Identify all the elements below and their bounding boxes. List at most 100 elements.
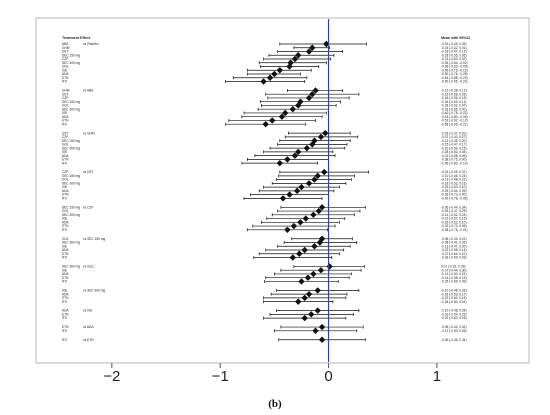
ci-value-label: -0.38 (-0.75, 0.00) — [441, 158, 467, 162]
ci-value-label: -0.13 (-0.47, 0.20) — [441, 244, 467, 248]
mean-marker — [276, 67, 283, 74]
row-label: CZP — [62, 135, 68, 139]
ci-value-label: -0.14 (-0.52, 0.24) — [441, 213, 467, 217]
mean-marker — [297, 98, 304, 105]
row-label: IXE — [62, 111, 67, 115]
mean-marker — [282, 109, 289, 117]
ci-value-label: 0.01 (-0.32, 0.33) — [441, 265, 465, 269]
row-label: ADA — [62, 248, 69, 252]
ci-value-label: -0.45 (-0.80, -0.10) — [441, 161, 468, 165]
mean-marker — [314, 287, 321, 294]
mean-marker — [310, 270, 317, 278]
ci-value-label: -0.15 (-0.47, 0.17) — [441, 143, 467, 147]
mean-marker — [301, 246, 308, 254]
mean-marker — [291, 55, 299, 63]
ci-value-label: -0.43 (-0.80, -0.06) — [441, 115, 468, 119]
ci-value-label: -0.15 (-0.32, 0.01) — [441, 46, 467, 50]
ci-value-label: -0.04 (-0.45, 0.37) — [441, 170, 467, 174]
ci-value-label: -0.25 (-0.60, 0.10) — [441, 185, 467, 189]
figure-caption: (b) — [268, 398, 282, 410]
mean-marker — [304, 274, 312, 281]
mean-marker — [286, 191, 293, 198]
row-label: SEC 300 mg — [62, 265, 80, 269]
mean-marker — [316, 239, 324, 246]
comparator-label: vs IXE — [83, 309, 92, 313]
mean-marker — [284, 156, 291, 163]
row-label: ADA — [62, 154, 69, 158]
mean-marker — [296, 250, 303, 257]
mean-marker — [311, 243, 318, 250]
mean-marker — [289, 106, 296, 113]
ci-value-label: -0.35 (-0.64, -0.02) — [441, 61, 468, 65]
ci-value-label: -0.40 (-0.78, -0.02) — [441, 111, 468, 115]
mean-marker — [269, 117, 276, 124]
row-label: ETN — [62, 224, 69, 228]
row-label: ETN — [62, 252, 69, 256]
mean-marker — [289, 254, 296, 261]
row-label: IFX — [62, 122, 68, 126]
ci-value-label: -0.18 (-0.53, 0.17) — [441, 292, 467, 296]
row-label: GOL — [62, 209, 69, 213]
ci-value-label: -0.06 (-0.44, 0.34) — [441, 205, 467, 209]
mean-marker — [260, 78, 267, 85]
comparator-label: vs CZP — [83, 205, 93, 209]
mean-marker — [315, 207, 322, 215]
ci-value-label: -0.33 (-0.69, 0.03) — [441, 256, 467, 260]
ci-value-label: -0.28 (-0.62, 0.07) — [441, 104, 467, 108]
mean-marker — [309, 91, 316, 98]
row-label: IFX — [62, 280, 68, 284]
ci-value-label: -0.60 (-0.95, -0.22) — [441, 80, 468, 84]
row-label: SEC 300 mg — [62, 241, 80, 245]
row-label: SEC 300 mg — [62, 61, 80, 65]
mean-marker — [295, 52, 302, 59]
comparator-label: vs ETN — [83, 338, 94, 342]
row-label: ETN — [62, 312, 69, 316]
ci-value-label: -0.03 (-0.37, 0.20) — [441, 131, 467, 135]
row-label: IFX — [62, 256, 68, 260]
ci-value-label: -0.10 (-0.48, 0.28) — [441, 309, 467, 313]
row-label: CZP — [62, 170, 68, 174]
ci-value-label: -0.52 (-0.92, -0.12) — [441, 119, 468, 123]
row-label: SEC 150 mg — [62, 205, 80, 209]
mean-marker — [286, 63, 293, 70]
ci-value-label: -0.33 (-0.65, 0.00) — [441, 107, 467, 111]
mean-marker — [298, 183, 305, 191]
comparator-label: vs ADA — [83, 325, 94, 329]
ci-value-label: -0.13 (-0.45, 0.20) — [441, 139, 467, 143]
row-label: SEC 300 mg — [62, 181, 80, 185]
mean-marker — [303, 144, 311, 152]
mean-marker — [312, 87, 319, 94]
mean-marker — [305, 94, 313, 102]
ci-value-label: -0.12 (-0.50, 0.26) — [441, 329, 467, 333]
row-label: IFX — [62, 329, 68, 333]
ci-value-label: -0.06 (-0.34, 0.22) — [441, 237, 467, 241]
mean-marker — [290, 222, 298, 230]
mean-marker — [298, 278, 305, 285]
ci-value-label: -0.31 (-0.60, 0.02) — [441, 57, 467, 61]
mean-marker — [314, 172, 321, 180]
ci-value-label: -0.19 (-0.58, 0.19) — [441, 276, 467, 280]
ci-value-label: -0.09 (-0.47, 0.29) — [441, 209, 467, 213]
left-header: Treatment Effect — [62, 36, 91, 40]
row-label: GHM — [62, 89, 70, 93]
mean-marker — [312, 327, 319, 334]
mean-marker — [276, 159, 283, 167]
ci-value-label: -0.18 (-0.47, 0.13) — [441, 50, 467, 54]
mean-marker — [302, 215, 309, 222]
row-label: UST — [62, 92, 68, 96]
ci-value-label: -0.22 (-0.58, 0.14) — [441, 248, 467, 252]
mean-marker — [293, 187, 301, 195]
ci-value-label: -0.54 (-0.88, -0.20) — [441, 76, 468, 80]
comparator-label: vs GHM — [83, 131, 95, 135]
row-label: ETN — [62, 193, 69, 197]
row-label: IFX — [62, 228, 68, 232]
row-label: IFX — [62, 316, 68, 320]
row-label: GOL — [62, 143, 69, 147]
mean-marker — [309, 141, 316, 148]
ci-value-label: -0.27 (-0.64, 0.10) — [441, 252, 467, 256]
row-label: ADA — [62, 292, 69, 296]
row-label: SEC 150 mg — [62, 53, 80, 57]
row-label: CZP — [62, 96, 68, 100]
row-label: GOL — [62, 237, 69, 241]
